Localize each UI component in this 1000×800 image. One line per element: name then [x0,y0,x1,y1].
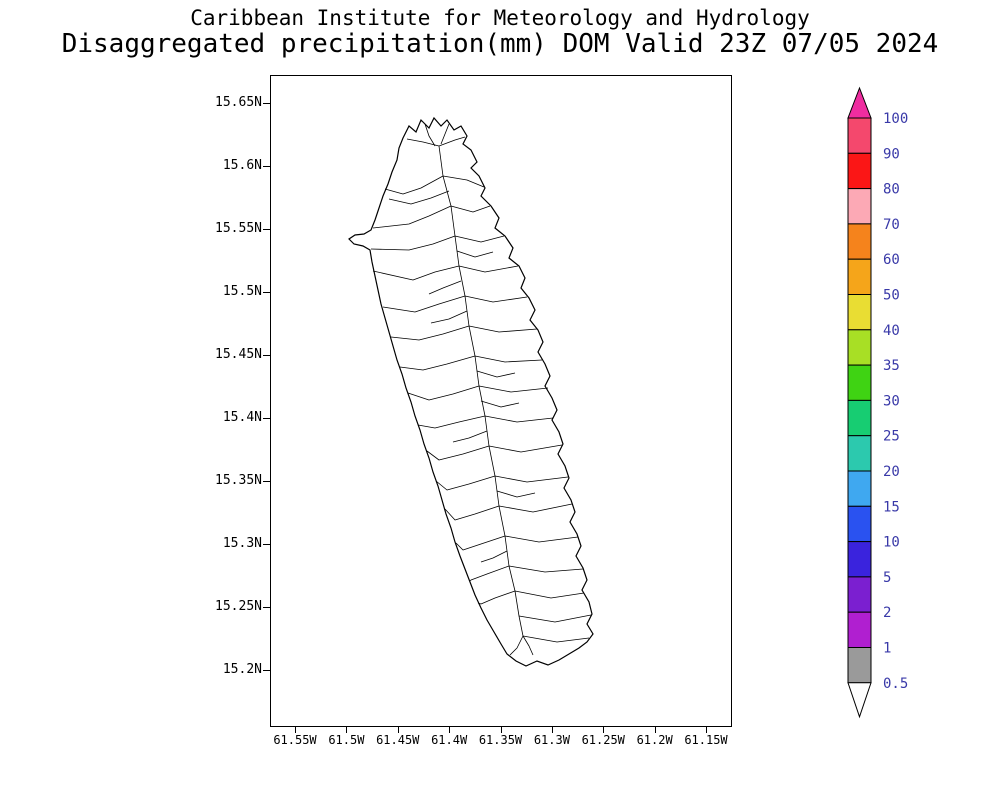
colorbar-level-label: 30 [883,393,900,409]
colorbar-level-label: 1 [883,641,891,657]
y-axis-tick [263,292,270,293]
y-axis-tick [263,607,270,608]
colorbar-legend: 100 90 80 70 60 50 40 35 30 25 20 15 10 5 2 1 0.5 [840,80,970,730]
colorbar-segment [848,471,871,506]
y-axis-tick [263,481,270,482]
dominica-watershed-map [271,76,731,726]
colorbar-segment [848,224,871,259]
colorbar-level-label: 70 [883,217,900,233]
y-axis-label: 15.3N [196,536,262,552]
y-axis-label: 15.2N [196,662,262,678]
colorbar-level-label: 80 [883,182,900,198]
x-axis-tick [552,726,553,733]
x-axis-label: 61.15W [674,733,738,747]
x-axis-tick [449,726,450,733]
colorbar-segment [848,506,871,541]
colorbar-segment [848,648,871,683]
colorbar-level-label: 2 [883,605,891,621]
colorbar-level-label: 5 [883,570,891,586]
y-axis-label: 15.5N [196,284,262,300]
y-axis-label: 15.4N [196,410,262,426]
y-axis-tick [263,166,270,167]
colorbar-segment [848,259,871,294]
y-axis-tick [263,670,270,671]
x-axis-tick [398,726,399,733]
x-axis-tick [346,726,347,733]
figure-canvas: Caribbean Institute for Meteorology and … [0,0,1000,800]
figure-title-line1: Caribbean Institute for Meteorology and … [0,6,1000,30]
colorbar-level-label: 60 [883,252,900,268]
y-axis-tick [263,418,270,419]
colorbar-over-arrow [848,88,871,118]
y-axis-tick [263,355,270,356]
x-axis-tick [655,726,656,733]
island-outline [349,118,593,666]
figure-title-line2: Disaggregated precipitation(mm) DOM Vali… [0,29,1000,59]
colorbar-segment [848,400,871,435]
colorbar-segment [848,330,871,365]
colorbar-level-label: 10 [883,535,900,551]
colorbar-segment [848,118,871,153]
x-axis-tick [501,726,502,733]
y-axis-label: 15.6N [196,158,262,174]
y-axis-label: 15.45N [196,347,262,363]
colorbar-level-label: 40 [883,323,900,339]
y-axis-label: 15.25N [196,599,262,615]
colorbar-level-label: 90 [883,146,900,162]
colorbar-level-label: 35 [883,358,900,374]
colorbar-segment [848,577,871,612]
y-axis-label: 15.65N [196,95,262,111]
y-axis-tick [263,544,270,545]
colorbar-level-label: 100 [883,111,908,127]
colorbar-segment [848,436,871,471]
colorbar-segment [848,153,871,188]
x-axis-tick [706,726,707,733]
colorbar-segment [848,295,871,330]
y-axis-tick [263,103,270,104]
colorbar-segment [848,612,871,647]
y-axis-tick [263,229,270,230]
colorbar-under-arrow [848,683,871,717]
y-axis-label: 15.35N [196,473,262,489]
colorbar-level-label: 50 [883,288,900,304]
colorbar-level-label: 25 [883,429,900,445]
colorbar-level-label: 20 [883,464,900,480]
y-axis-label: 15.55N [196,221,262,237]
x-axis-tick [295,726,296,733]
colorbar-level-label: 15 [883,499,900,515]
colorbar-segment [848,542,871,577]
colorbar-level-label: 0.5 [883,676,908,692]
colorbar-segment [848,189,871,224]
map-plot-area [270,75,732,727]
x-axis-tick [603,726,604,733]
colorbar-segment [848,365,871,400]
